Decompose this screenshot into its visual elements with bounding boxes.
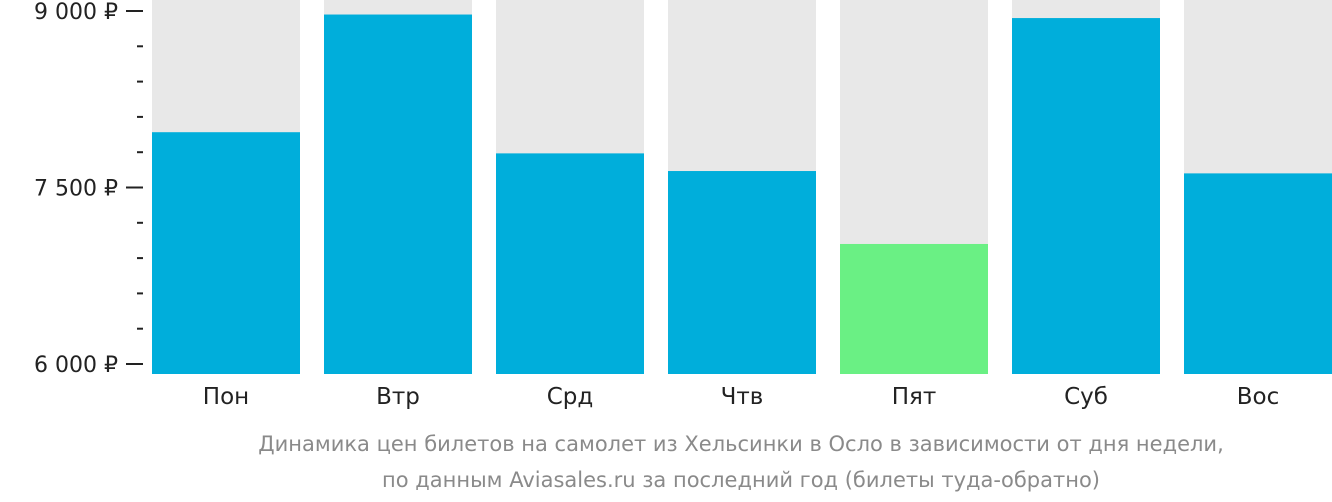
y-tick-label: 9 000 ₽ bbox=[34, 0, 118, 25]
chart-caption-line-2: по данным Aviasales.ru за последний год … bbox=[382, 468, 1100, 492]
x-tick-label: Пят bbox=[892, 384, 937, 410]
y-tick-label: 7 500 ₽ bbox=[34, 177, 118, 202]
bar-Пон bbox=[152, 132, 300, 374]
bar-Суб bbox=[1012, 18, 1160, 375]
x-tick-label: Вос bbox=[1237, 384, 1280, 410]
bar-Вос bbox=[1184, 173, 1332, 374]
x-tick-label: Втр bbox=[376, 384, 420, 410]
bars bbox=[152, 0, 1332, 375]
x-tick-label: Пон bbox=[203, 384, 249, 410]
y-tick-label: 6 000 ₽ bbox=[34, 353, 118, 378]
x-tick-label: Чтв bbox=[721, 384, 764, 410]
x-tick-label: Срд bbox=[547, 384, 594, 410]
bar-chart: 9 000 ₽ 7 500 ₽ 6 000 ₽ Пон Втр Срд Чтв Пят Суб… bbox=[34, 0, 1332, 410]
x-tick-label: Суб bbox=[1064, 384, 1108, 410]
bar-Чтв bbox=[668, 171, 816, 374]
chart-caption-line-1: Динамика цен билетов на самолет из Хельс… bbox=[258, 432, 1224, 456]
y-axis: 9 000 ₽ 7 500 ₽ 6 000 ₽ bbox=[34, 0, 143, 378]
bar-Срд bbox=[496, 153, 644, 374]
bar-Пят bbox=[840, 243, 988, 374]
bar-Втр bbox=[324, 14, 472, 375]
x-axis-labels: Пон Втр Срд Чтв Пят Суб Вос bbox=[203, 384, 1279, 410]
